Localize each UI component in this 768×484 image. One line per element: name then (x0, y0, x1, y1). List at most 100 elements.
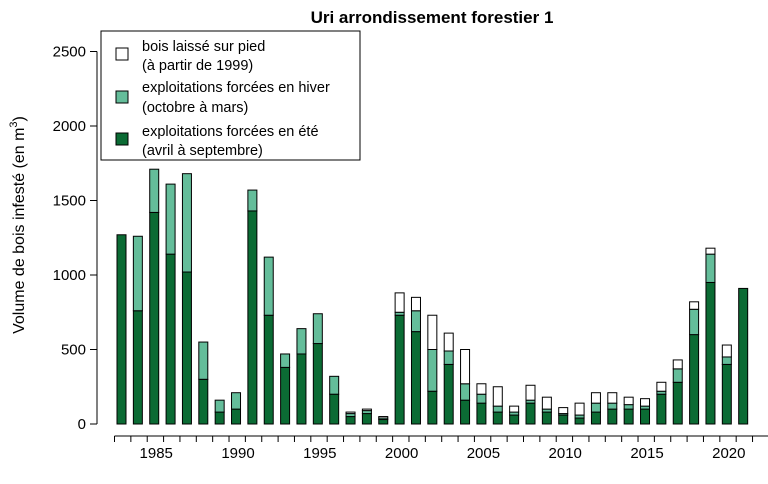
bar-winter (705, 253, 716, 283)
y-axis: 0 500 1000 1500 2000 2500 (53, 44, 98, 433)
bar-summer (345, 416, 356, 425)
bar-winter (231, 392, 242, 410)
legend-label-standing: bois laissé sur pied (142, 39, 265, 55)
bar-summer (132, 310, 143, 425)
bar-summer (460, 399, 471, 425)
bar-summer (492, 411, 503, 425)
bar-summer (247, 210, 258, 425)
bar-summer (378, 419, 389, 425)
bar-summer (263, 314, 274, 425)
x-tick-label: 1985 (140, 445, 173, 462)
bar-summer (231, 408, 242, 425)
bar-standing (525, 384, 536, 401)
bar-summer (116, 234, 127, 425)
bar-winter (443, 350, 454, 365)
bar-winter (181, 173, 192, 273)
bar-winter (410, 310, 421, 333)
y-tick-label: 2000 (53, 118, 86, 135)
y-axis-title-end: ) (11, 116, 28, 121)
x-tick-label: 1990 (221, 445, 254, 462)
y-axis-title-text: Volume de bois infesté (en m (11, 128, 28, 334)
y-tick-label: 1500 (53, 193, 86, 210)
bar-standing (345, 411, 356, 415)
bar-standing (721, 344, 732, 358)
bar-winter (214, 399, 225, 413)
bar-standing (672, 359, 683, 370)
bar-summer (476, 402, 487, 425)
bar-winter (689, 308, 700, 336)
legend-swatch-summer (115, 132, 129, 146)
bar-standing (361, 408, 372, 412)
bar-winter (296, 328, 307, 355)
bar-summer (410, 331, 421, 425)
bar-winter (280, 353, 291, 368)
bar-summer (705, 281, 716, 425)
bar-summer (443, 363, 454, 425)
bar-standing (574, 402, 585, 416)
bar-summer (198, 378, 209, 425)
y-tick-label: 500 (61, 342, 86, 359)
bar-summer (394, 314, 405, 425)
bar-standing (689, 301, 700, 310)
bar-winter (607, 402, 618, 410)
bar-summer (181, 271, 192, 425)
x-tick-label: 1995 (303, 445, 336, 462)
bar-winter (427, 349, 438, 392)
y-tick-label: 2500 (53, 44, 86, 61)
x-tick-label: 2015 (630, 445, 663, 462)
bar-summer (738, 287, 749, 425)
bar-standing (427, 314, 438, 351)
legend-box (100, 30, 361, 161)
bar-standing (460, 349, 471, 385)
bar-winter (476, 393, 487, 404)
bar-standing (443, 332, 454, 352)
bar-summer (214, 411, 225, 425)
x-axis: 1985 1990 1995 2000 2005 2010 2015 2020 (114, 435, 768, 462)
bar-summer (656, 393, 667, 425)
bar-standing (640, 398, 651, 407)
bar-winter (165, 183, 176, 255)
bar-winter (460, 383, 471, 401)
bar-summer (427, 390, 438, 425)
bar-standing (410, 296, 421, 312)
y-tick-label: 0 (78, 416, 86, 433)
bar-winter (721, 356, 732, 365)
bar-summer (312, 343, 323, 425)
bar-summer (541, 411, 552, 425)
legend: bois laissé sur pied (à partir de 1999) … (100, 30, 361, 161)
bar-summer (525, 402, 536, 425)
bar-summer (558, 414, 569, 425)
bar-winter (312, 313, 323, 345)
bars (116, 168, 749, 425)
bar-standing (705, 247, 716, 255)
bar-summer (689, 334, 700, 425)
bar-summer (296, 353, 307, 425)
bar-standing (509, 405, 520, 413)
bar-summer (721, 363, 732, 425)
bar-winter (492, 405, 503, 413)
legend-swatch-standing (115, 47, 129, 61)
bar-winter (132, 235, 143, 312)
x-tick-label: 2020 (712, 445, 745, 462)
bar-summer (590, 411, 601, 425)
bar-summer (329, 393, 340, 425)
legend-label-standing-2: (à partir de 1999) (142, 58, 253, 74)
bar-summer (607, 408, 618, 425)
bar-standing (476, 383, 487, 395)
bar-standing (656, 381, 667, 392)
bar-winter (623, 404, 634, 410)
bar-standing (492, 386, 503, 407)
chart-title: Uri arrondissement forestier 1 (311, 8, 554, 27)
y-axis-title: Volume de bois infesté (en m3) (8, 116, 28, 334)
legend-label-winter: exploitations forcées en hiver (142, 80, 330, 96)
x-tick-label: 2010 (549, 445, 582, 462)
x-tick-label: 2005 (467, 445, 500, 462)
bar-summer (640, 408, 651, 425)
bar-summer (672, 381, 683, 425)
bar-summer (574, 417, 585, 425)
bar-summer (361, 413, 372, 425)
bar-standing (558, 407, 569, 415)
bar-winter (198, 341, 209, 380)
bar-standing (607, 392, 618, 404)
